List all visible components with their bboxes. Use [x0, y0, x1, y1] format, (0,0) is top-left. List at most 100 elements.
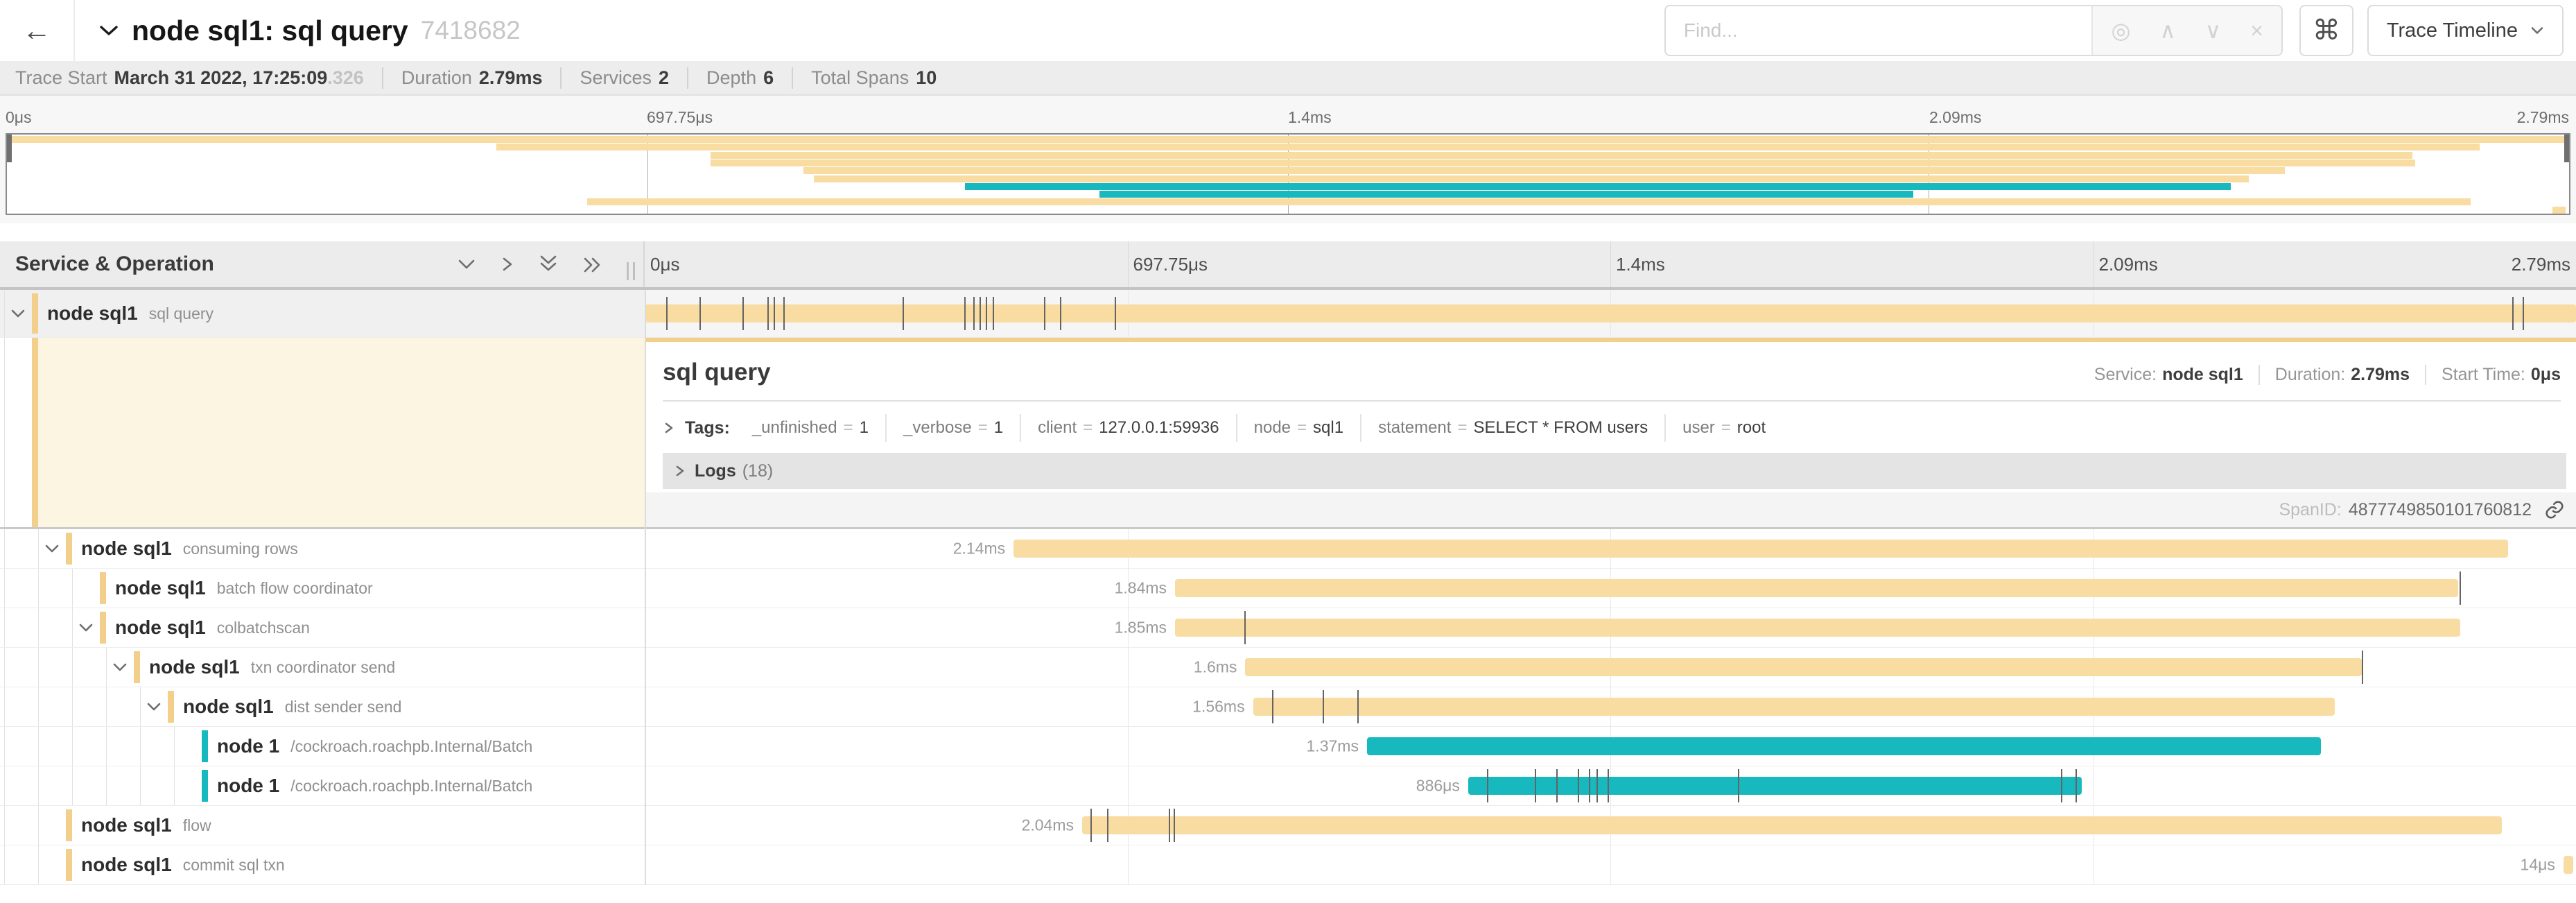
log-marker-tick[interactable] [1244, 611, 1246, 644]
log-marker-tick[interactable] [1357, 690, 1359, 723]
span-duration-bar[interactable] [1082, 816, 2502, 834]
span-tree-cell[interactable]: node 1/cockroach.roachpb.Internal/Batch [0, 727, 645, 766]
log-marker-tick[interactable] [973, 297, 975, 330]
tags-accordion[interactable]: Tags: _unfinished = 1 _verbose = 1 client = 127.… [663, 414, 2576, 442]
minimap-span-bar[interactable] [803, 167, 2285, 175]
span-row[interactable]: node sql1 sql query [0, 290, 2576, 338]
log-marker-tick[interactable] [1535, 769, 1537, 802]
next-result-icon[interactable]: ∨ [2204, 18, 2222, 43]
keyboard-shortcuts-button[interactable]: ⌘ [2299, 5, 2353, 56]
log-marker-tick[interactable] [1059, 297, 1061, 330]
panel-resize-grip[interactable] [627, 262, 635, 280]
expand-chevron-icon[interactable] [78, 622, 94, 633]
log-marker-tick[interactable] [980, 297, 982, 330]
span-duration-bar[interactable] [1175, 619, 2460, 637]
log-marker-tick[interactable] [1589, 769, 1591, 802]
minimap-span-bar[interactable] [496, 144, 2480, 151]
span-tree-cell[interactable]: node sql1 dist sender send [0, 687, 645, 726]
tag-item[interactable]: node = sql1 [1235, 414, 1360, 442]
log-marker-tick[interactable] [1607, 769, 1609, 802]
span-duration-bar[interactable] [1366, 737, 2322, 755]
log-marker-tick[interactable] [2460, 571, 2462, 605]
minimap-span-bar[interactable] [814, 175, 2249, 182]
span-row[interactable]: node sql1 flow 2.04ms [0, 806, 2576, 845]
span-row[interactable]: node sql1 batch flow coordinator 1.84ms [0, 569, 2576, 608]
log-marker-tick[interactable] [1596, 769, 1599, 802]
span-row[interactable]: node 1/cockroach.roachpb.Internal/Batch 8… [0, 766, 2576, 806]
span-tree-cell[interactable]: node sql1 commit sql txn [0, 845, 645, 884]
span-timeline-cell[interactable]: 886μs [645, 766, 2576, 805]
tag-item[interactable]: user = root [1664, 414, 1782, 442]
span-duration-bar[interactable] [1013, 540, 2509, 558]
span-duration-bar[interactable] [1245, 658, 2362, 676]
minimap-right-handle[interactable] [2564, 135, 2569, 162]
minimap-span-bar[interactable] [710, 159, 2416, 166]
tag-item[interactable]: statement = SELECT * FROM users [1360, 414, 1664, 442]
span-timeline-cell[interactable]: 1.85ms [645, 608, 2576, 647]
tag-item[interactable]: _verbose = 1 [885, 414, 1020, 442]
log-marker-tick[interactable] [699, 297, 702, 330]
view-selector-button[interactable]: Trace Timeline [2367, 5, 2564, 56]
log-marker-tick[interactable] [993, 297, 995, 330]
span-duration-bar[interactable] [1468, 777, 2082, 795]
collapse-trace-chevron-icon[interactable] [98, 24, 119, 37]
tag-item[interactable]: client = 127.0.0.1:59936 [1020, 414, 1236, 442]
span-timeline-cell[interactable]: 2.14ms [645, 529, 2576, 568]
expand-chevron-icon[interactable] [112, 662, 128, 673]
span-row[interactable]: node sql1 txn coordinator send 1.6ms [0, 648, 2576, 687]
log-marker-tick[interactable] [1486, 769, 1488, 802]
log-marker-tick[interactable] [1044, 297, 1046, 330]
span-row[interactable]: node sql1 colbatchscan 1.85ms [0, 608, 2576, 648]
back-button[interactable]: ← [0, 0, 75, 61]
span-duration-bar[interactable] [645, 304, 2576, 322]
span-timeline-cell[interactable]: 1.84ms [645, 569, 2576, 608]
span-timeline-cell[interactable]: 1.6ms [645, 648, 2576, 687]
locate-icon[interactable]: ◎ [2111, 18, 2131, 43]
log-marker-tick[interactable] [767, 297, 769, 330]
minimap-span-bar[interactable] [2552, 206, 2566, 214]
log-marker-tick[interactable] [1737, 769, 1739, 802]
span-timeline-cell[interactable] [645, 290, 2576, 337]
log-marker-tick[interactable] [902, 297, 904, 330]
minimap-span-bar[interactable] [965, 182, 2231, 190]
log-marker-tick[interactable] [1168, 809, 1170, 842]
span-timeline-cell[interactable]: 14μs [645, 845, 2576, 884]
log-marker-tick[interactable] [2361, 651, 2363, 684]
span-duration-bar[interactable] [1175, 579, 2458, 597]
minimap-span-bar[interactable] [1099, 191, 1913, 198]
log-marker-tick[interactable] [2512, 297, 2514, 330]
log-marker-tick[interactable] [783, 297, 785, 330]
collapse-all-icon[interactable] [537, 254, 560, 275]
span-tree-cell[interactable]: node sql1 txn coordinator send [0, 648, 645, 687]
log-marker-tick[interactable] [1272, 690, 1274, 723]
log-marker-tick[interactable] [1106, 809, 1108, 842]
log-marker-tick[interactable] [1174, 809, 1176, 842]
span-row[interactable]: node sql1 consuming rows 2.14ms [0, 529, 2576, 569]
log-marker-tick[interactable] [964, 297, 966, 330]
span-duration-bar[interactable] [2563, 856, 2574, 874]
span-tree-cell[interactable]: node sql1 colbatchscan [0, 608, 645, 647]
minimap-left-handle[interactable] [7, 135, 12, 162]
copy-link-icon[interactable] [2544, 499, 2565, 520]
span-timeline-cell[interactable]: 1.37ms [645, 727, 2576, 766]
log-marker-tick[interactable] [2061, 769, 2063, 802]
span-row[interactable]: node sql1 commit sql txn 14μs [0, 845, 2576, 885]
log-marker-tick[interactable] [1090, 809, 1092, 842]
log-marker-tick[interactable] [1577, 769, 1579, 802]
log-marker-tick[interactable] [1556, 769, 1558, 802]
log-marker-tick[interactable] [666, 297, 668, 330]
tag-item[interactable]: _unfinished = 1 [736, 414, 885, 442]
log-marker-tick[interactable] [1322, 690, 1324, 723]
minimap-span-bar[interactable] [7, 136, 2569, 143]
prev-result-icon[interactable]: ∧ [2159, 18, 2176, 43]
expand-chevron-icon[interactable] [146, 701, 162, 712]
span-row[interactable]: node 1/cockroach.roachpb.Internal/Batch 1… [0, 727, 2576, 766]
span-tree-cell[interactable]: node sql1 flow [0, 806, 645, 845]
log-marker-tick[interactable] [2523, 297, 2525, 330]
log-marker-tick[interactable] [774, 297, 776, 330]
span-tree-cell[interactable]: node 1/cockroach.roachpb.Internal/Batch [0, 766, 645, 805]
log-marker-tick[interactable] [742, 297, 744, 330]
find-input[interactable] [1665, 6, 2092, 55]
logs-accordion[interactable]: Logs (18) [663, 453, 2566, 489]
span-duration-bar[interactable] [1253, 698, 2335, 716]
